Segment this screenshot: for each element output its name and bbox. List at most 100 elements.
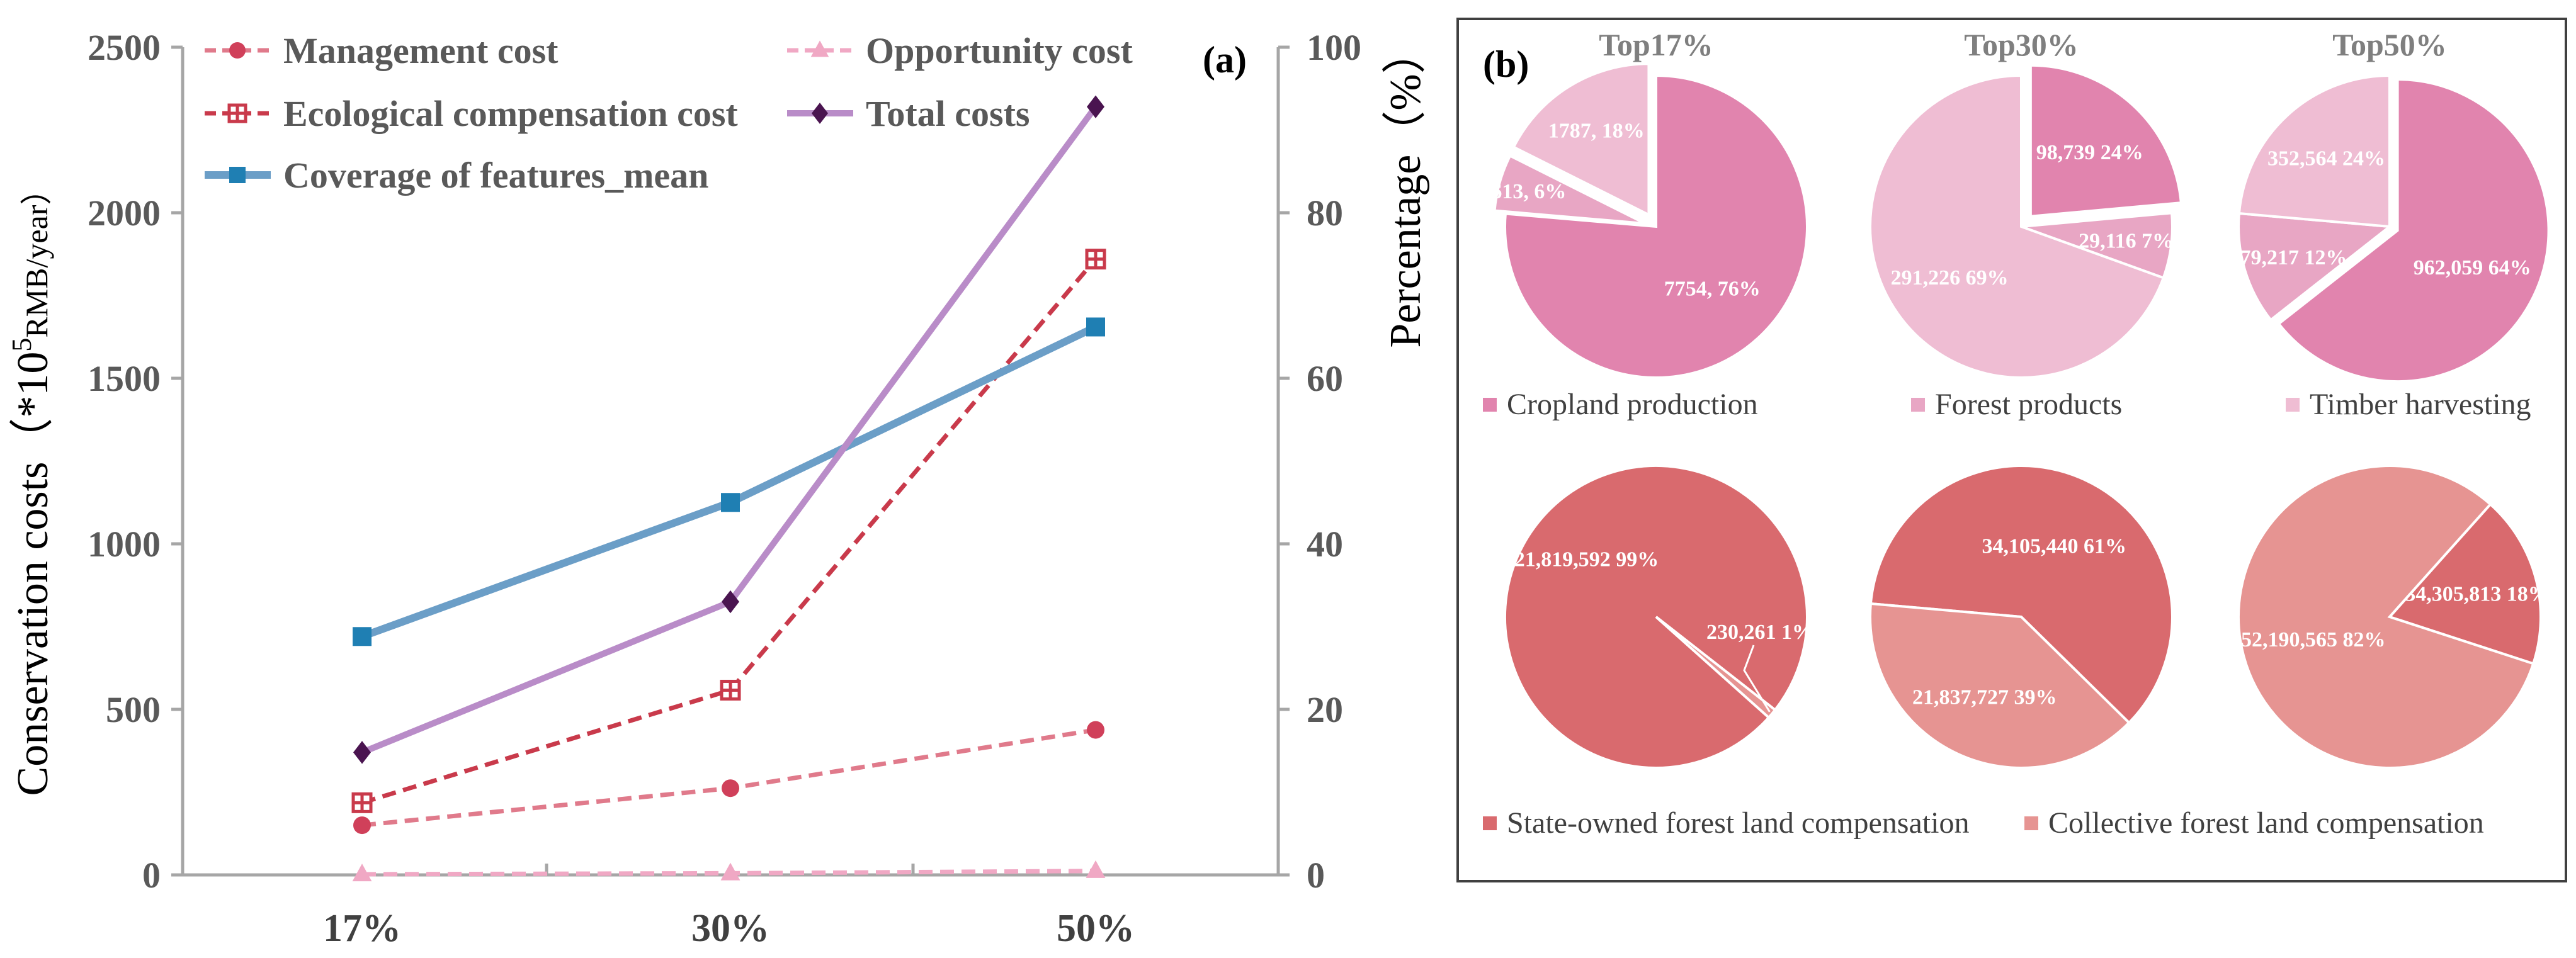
legend: Management cost Opportunity cost Ecologica… <box>205 30 1133 196</box>
data-point <box>227 103 247 123</box>
slice-label: 29,116 7% <box>2079 229 2174 252</box>
slice-label: 291,226 69% <box>1891 266 2009 290</box>
panel-a-line-chart: 0 500 1000 1500 2000 2500 0 20 40 60 80 100 17% 30% 50… <box>6 27 1430 950</box>
legend-label: Forest products <box>1935 388 2122 421</box>
y-tick-label: 0 <box>142 855 161 896</box>
slice-label: 34,305,813 18% <box>2405 583 2550 606</box>
y-tick-label: 1000 <box>88 524 161 565</box>
slice-label: 230,261 1% <box>1706 621 1813 644</box>
marker-cross <box>722 681 739 699</box>
data-point <box>229 167 246 183</box>
pie-slice <box>2387 502 2542 665</box>
legend-swatch <box>1483 816 1497 830</box>
legend-swatch <box>2024 816 2038 830</box>
y-tick-label: 2000 <box>88 193 161 234</box>
pie: 962,059 64% 179,217 12% 352,564 24% <box>2229 74 2550 383</box>
legend-item: Coverage of features_mean <box>205 155 708 196</box>
data-point <box>1086 860 1106 878</box>
slice-label: 7754, 76% <box>1664 277 1761 300</box>
data-point <box>722 779 739 797</box>
legend-label: Ecological compensation cost <box>283 93 738 134</box>
pie-slice <box>1504 74 1808 379</box>
pie: 34,305,813 18% 152,190,565 82% <box>2230 465 2550 769</box>
legend-item: Ecological compensation cost <box>205 93 738 134</box>
pie-title: Top30% <box>1964 27 2079 62</box>
axis-ticks: 0 500 1000 1500 2000 2500 0 20 40 60 80 100 17% 30% 50… <box>88 27 1361 950</box>
legend-item: Total costs <box>787 93 1030 134</box>
y2-tick-label: 40 <box>1307 524 1343 565</box>
y-axis-title-main: Conservation costs（*10 <box>9 352 57 796</box>
pie-slice <box>2237 211 2393 322</box>
pie-legend-item: Cropland production <box>1483 388 1758 421</box>
legend-label: State-owned forest land compensation <box>1507 806 1969 840</box>
legend-label: Management cost <box>283 30 559 71</box>
data-point <box>720 679 741 701</box>
pie-slice <box>2029 64 2183 218</box>
series-ecological-compensation-cost <box>351 249 1106 813</box>
series-line <box>361 104 1099 756</box>
pie-slice <box>1869 464 2174 725</box>
data-point <box>1085 249 1106 270</box>
series-coverage-of-features-mean <box>353 317 1105 646</box>
data-point <box>721 493 740 512</box>
marker-cross <box>229 105 246 121</box>
series-total-costs <box>353 95 1104 764</box>
marker-cross <box>353 794 371 812</box>
legend-label: Total costs <box>866 93 1030 134</box>
pie: 98,739 24% 29,116 7% 291,226 69% <box>1869 64 2183 379</box>
slice-label: 962,059 64% <box>2414 256 2531 279</box>
y-axis-title-sup: 5 <box>6 338 37 352</box>
pie: 7754, 76% 613, 6% 1787, 18% <box>1491 62 1808 379</box>
leader-line <box>1743 645 1771 713</box>
pie-legends: Cropland production Forest products Timber… <box>1483 388 2531 840</box>
pie-title: Top17% <box>1599 27 1713 62</box>
data-point <box>1087 721 1104 739</box>
series-line <box>360 324 1098 640</box>
pie-legend-item: Timber harvesting <box>2286 388 2531 421</box>
panel-b-pie-charts: (b) Top17% Top30% Top50% 7754, 76% 613, 6% 17… <box>1456 18 2567 882</box>
data-point <box>1087 95 1104 118</box>
pie-slice <box>2237 74 2391 228</box>
pie: 34,105,440 61% 21,837,727 39% <box>1869 464 2174 769</box>
y2-tick-label: 100 <box>1307 27 1361 68</box>
slice-label: 34,105,440 61% <box>1982 535 2127 558</box>
legend-swatch <box>1911 398 1925 412</box>
legend-item: Management cost <box>205 30 559 71</box>
slice-label: 21,837,727 39% <box>1912 685 2057 709</box>
y-axis-title-unit: RMB/year） <box>19 174 54 338</box>
panel-label-a: (a) <box>1203 39 1247 81</box>
data-point <box>351 792 373 813</box>
pie-title: Top50% <box>2332 27 2447 62</box>
panel-b-frame <box>1456 18 2567 882</box>
x-tick-label: 17% <box>323 907 401 950</box>
marker-cross <box>1087 250 1104 268</box>
pie-legend-item: Forest products <box>1911 388 2122 421</box>
data-point <box>810 40 829 57</box>
slice-label: 179,217 12% <box>2229 246 2347 269</box>
legend-swatch <box>1483 398 1497 412</box>
slice-label: 352,564 24% <box>2267 147 2385 170</box>
series-line <box>361 257 1098 805</box>
slice-label: 613, 6% <box>1491 180 1566 203</box>
pie-slice <box>2237 465 2535 769</box>
pies: Top17% Top30% Top50% 7754, 76% 613, 6% 1787, … <box>1491 27 2550 769</box>
data-point <box>720 862 740 881</box>
series-opportunity-cost <box>352 860 1106 882</box>
x-tick-label: 50% <box>1057 907 1135 950</box>
data-point <box>229 42 246 59</box>
legend-item: Opportunity cost <box>787 30 1133 71</box>
series-management-cost <box>353 721 1104 835</box>
legend-label: Timber harvesting <box>2310 388 2531 421</box>
pie: 21,819,592 99% 230,261 1% <box>1503 465 1813 769</box>
slice-label: 152,190,565 82% <box>2230 628 2386 651</box>
slice-label: 21,819,592 99% <box>1514 548 1659 572</box>
data-point <box>812 103 828 124</box>
pie-legend-item: State-owned forest land compensation <box>1483 806 1969 840</box>
pie-slice <box>1493 154 1646 225</box>
pie-slice <box>2021 211 2174 279</box>
slice-label: 1787, 18% <box>1548 119 1645 142</box>
legend-swatch <box>2286 398 2300 412</box>
legend-label: Cropland production <box>1507 388 1758 421</box>
pie-slice <box>2277 78 2550 383</box>
